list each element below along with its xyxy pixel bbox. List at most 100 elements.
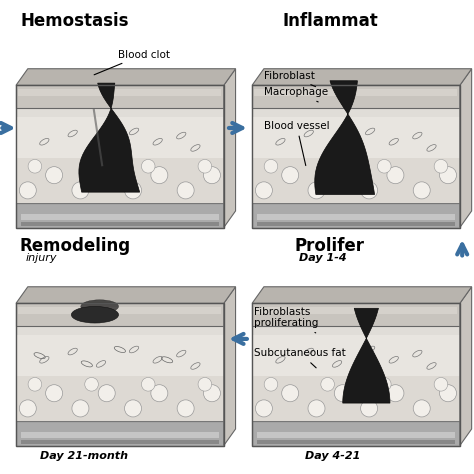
Circle shape [28, 377, 42, 391]
FancyBboxPatch shape [16, 203, 224, 228]
Circle shape [19, 400, 36, 417]
Text: Fibroblasts
proliferating: Fibroblasts proliferating [255, 307, 319, 333]
Polygon shape [16, 69, 236, 85]
Circle shape [255, 400, 273, 417]
FancyBboxPatch shape [252, 335, 460, 376]
FancyBboxPatch shape [252, 303, 460, 326]
Text: Remodeling: Remodeling [19, 237, 130, 255]
Circle shape [19, 182, 36, 199]
FancyBboxPatch shape [252, 376, 460, 421]
Circle shape [334, 385, 351, 402]
FancyBboxPatch shape [16, 85, 224, 108]
Circle shape [255, 182, 273, 199]
Circle shape [387, 385, 404, 402]
FancyBboxPatch shape [257, 432, 455, 438]
Text: Fibroblast: Fibroblast [264, 71, 316, 87]
Polygon shape [252, 287, 472, 303]
Circle shape [46, 167, 63, 184]
Polygon shape [343, 308, 390, 403]
FancyBboxPatch shape [252, 117, 460, 158]
FancyBboxPatch shape [252, 203, 460, 228]
FancyBboxPatch shape [16, 85, 224, 203]
Polygon shape [252, 69, 472, 85]
Text: Hemostasis: Hemostasis [21, 12, 129, 30]
Polygon shape [224, 69, 236, 228]
Circle shape [177, 182, 194, 199]
Text: Day 1-4: Day 1-4 [299, 253, 346, 264]
FancyBboxPatch shape [252, 85, 460, 203]
Circle shape [308, 182, 325, 199]
Text: Blood clot: Blood clot [94, 49, 170, 75]
Circle shape [387, 167, 404, 184]
Circle shape [85, 159, 98, 173]
FancyBboxPatch shape [16, 158, 224, 203]
Ellipse shape [81, 300, 118, 313]
Polygon shape [79, 83, 140, 192]
Text: Blood vessel: Blood vessel [264, 120, 329, 165]
Circle shape [377, 159, 391, 173]
FancyBboxPatch shape [18, 89, 221, 96]
Circle shape [198, 159, 212, 173]
FancyBboxPatch shape [252, 85, 460, 108]
Circle shape [85, 377, 98, 391]
Circle shape [141, 159, 155, 173]
Polygon shape [460, 69, 472, 228]
Circle shape [282, 385, 299, 402]
FancyBboxPatch shape [257, 214, 455, 220]
Circle shape [434, 377, 448, 391]
Circle shape [203, 385, 220, 402]
FancyBboxPatch shape [252, 421, 460, 446]
Text: Prolifer: Prolifer [295, 237, 365, 255]
FancyBboxPatch shape [18, 307, 221, 314]
FancyBboxPatch shape [16, 421, 224, 446]
Circle shape [334, 167, 351, 184]
Polygon shape [16, 287, 236, 303]
Text: Inflammat: Inflammat [282, 12, 378, 30]
FancyBboxPatch shape [21, 222, 219, 226]
FancyBboxPatch shape [16, 303, 224, 326]
Circle shape [28, 159, 42, 173]
Circle shape [72, 182, 89, 199]
Circle shape [151, 385, 168, 402]
Circle shape [361, 400, 378, 417]
Polygon shape [315, 81, 374, 194]
FancyBboxPatch shape [16, 335, 224, 376]
FancyBboxPatch shape [21, 432, 219, 438]
FancyBboxPatch shape [16, 376, 224, 421]
FancyBboxPatch shape [255, 307, 457, 314]
Circle shape [151, 167, 168, 184]
Circle shape [264, 159, 278, 173]
Ellipse shape [72, 307, 118, 323]
Circle shape [46, 385, 63, 402]
Circle shape [282, 167, 299, 184]
Text: injury: injury [26, 253, 57, 264]
Text: Day 4-21: Day 4-21 [305, 451, 360, 461]
FancyBboxPatch shape [257, 222, 455, 226]
Circle shape [72, 400, 89, 417]
FancyBboxPatch shape [257, 440, 455, 444]
Circle shape [439, 385, 456, 402]
Circle shape [434, 159, 448, 173]
Circle shape [321, 159, 335, 173]
Circle shape [361, 182, 378, 199]
FancyBboxPatch shape [16, 117, 224, 158]
Circle shape [413, 400, 430, 417]
Circle shape [98, 385, 115, 402]
Circle shape [439, 167, 456, 184]
Circle shape [125, 400, 142, 417]
FancyBboxPatch shape [16, 303, 224, 421]
Polygon shape [460, 287, 472, 446]
FancyBboxPatch shape [252, 158, 460, 203]
Text: Day 21-month: Day 21-month [40, 451, 128, 461]
Circle shape [98, 167, 115, 184]
Circle shape [198, 377, 212, 391]
Text: Macrophage: Macrophage [264, 87, 328, 102]
Text: Subcutaneous fat: Subcutaneous fat [255, 348, 346, 368]
Circle shape [321, 377, 335, 391]
Circle shape [413, 182, 430, 199]
Circle shape [377, 377, 391, 391]
Circle shape [203, 167, 220, 184]
Circle shape [264, 377, 278, 391]
FancyBboxPatch shape [21, 214, 219, 220]
Polygon shape [224, 287, 236, 446]
